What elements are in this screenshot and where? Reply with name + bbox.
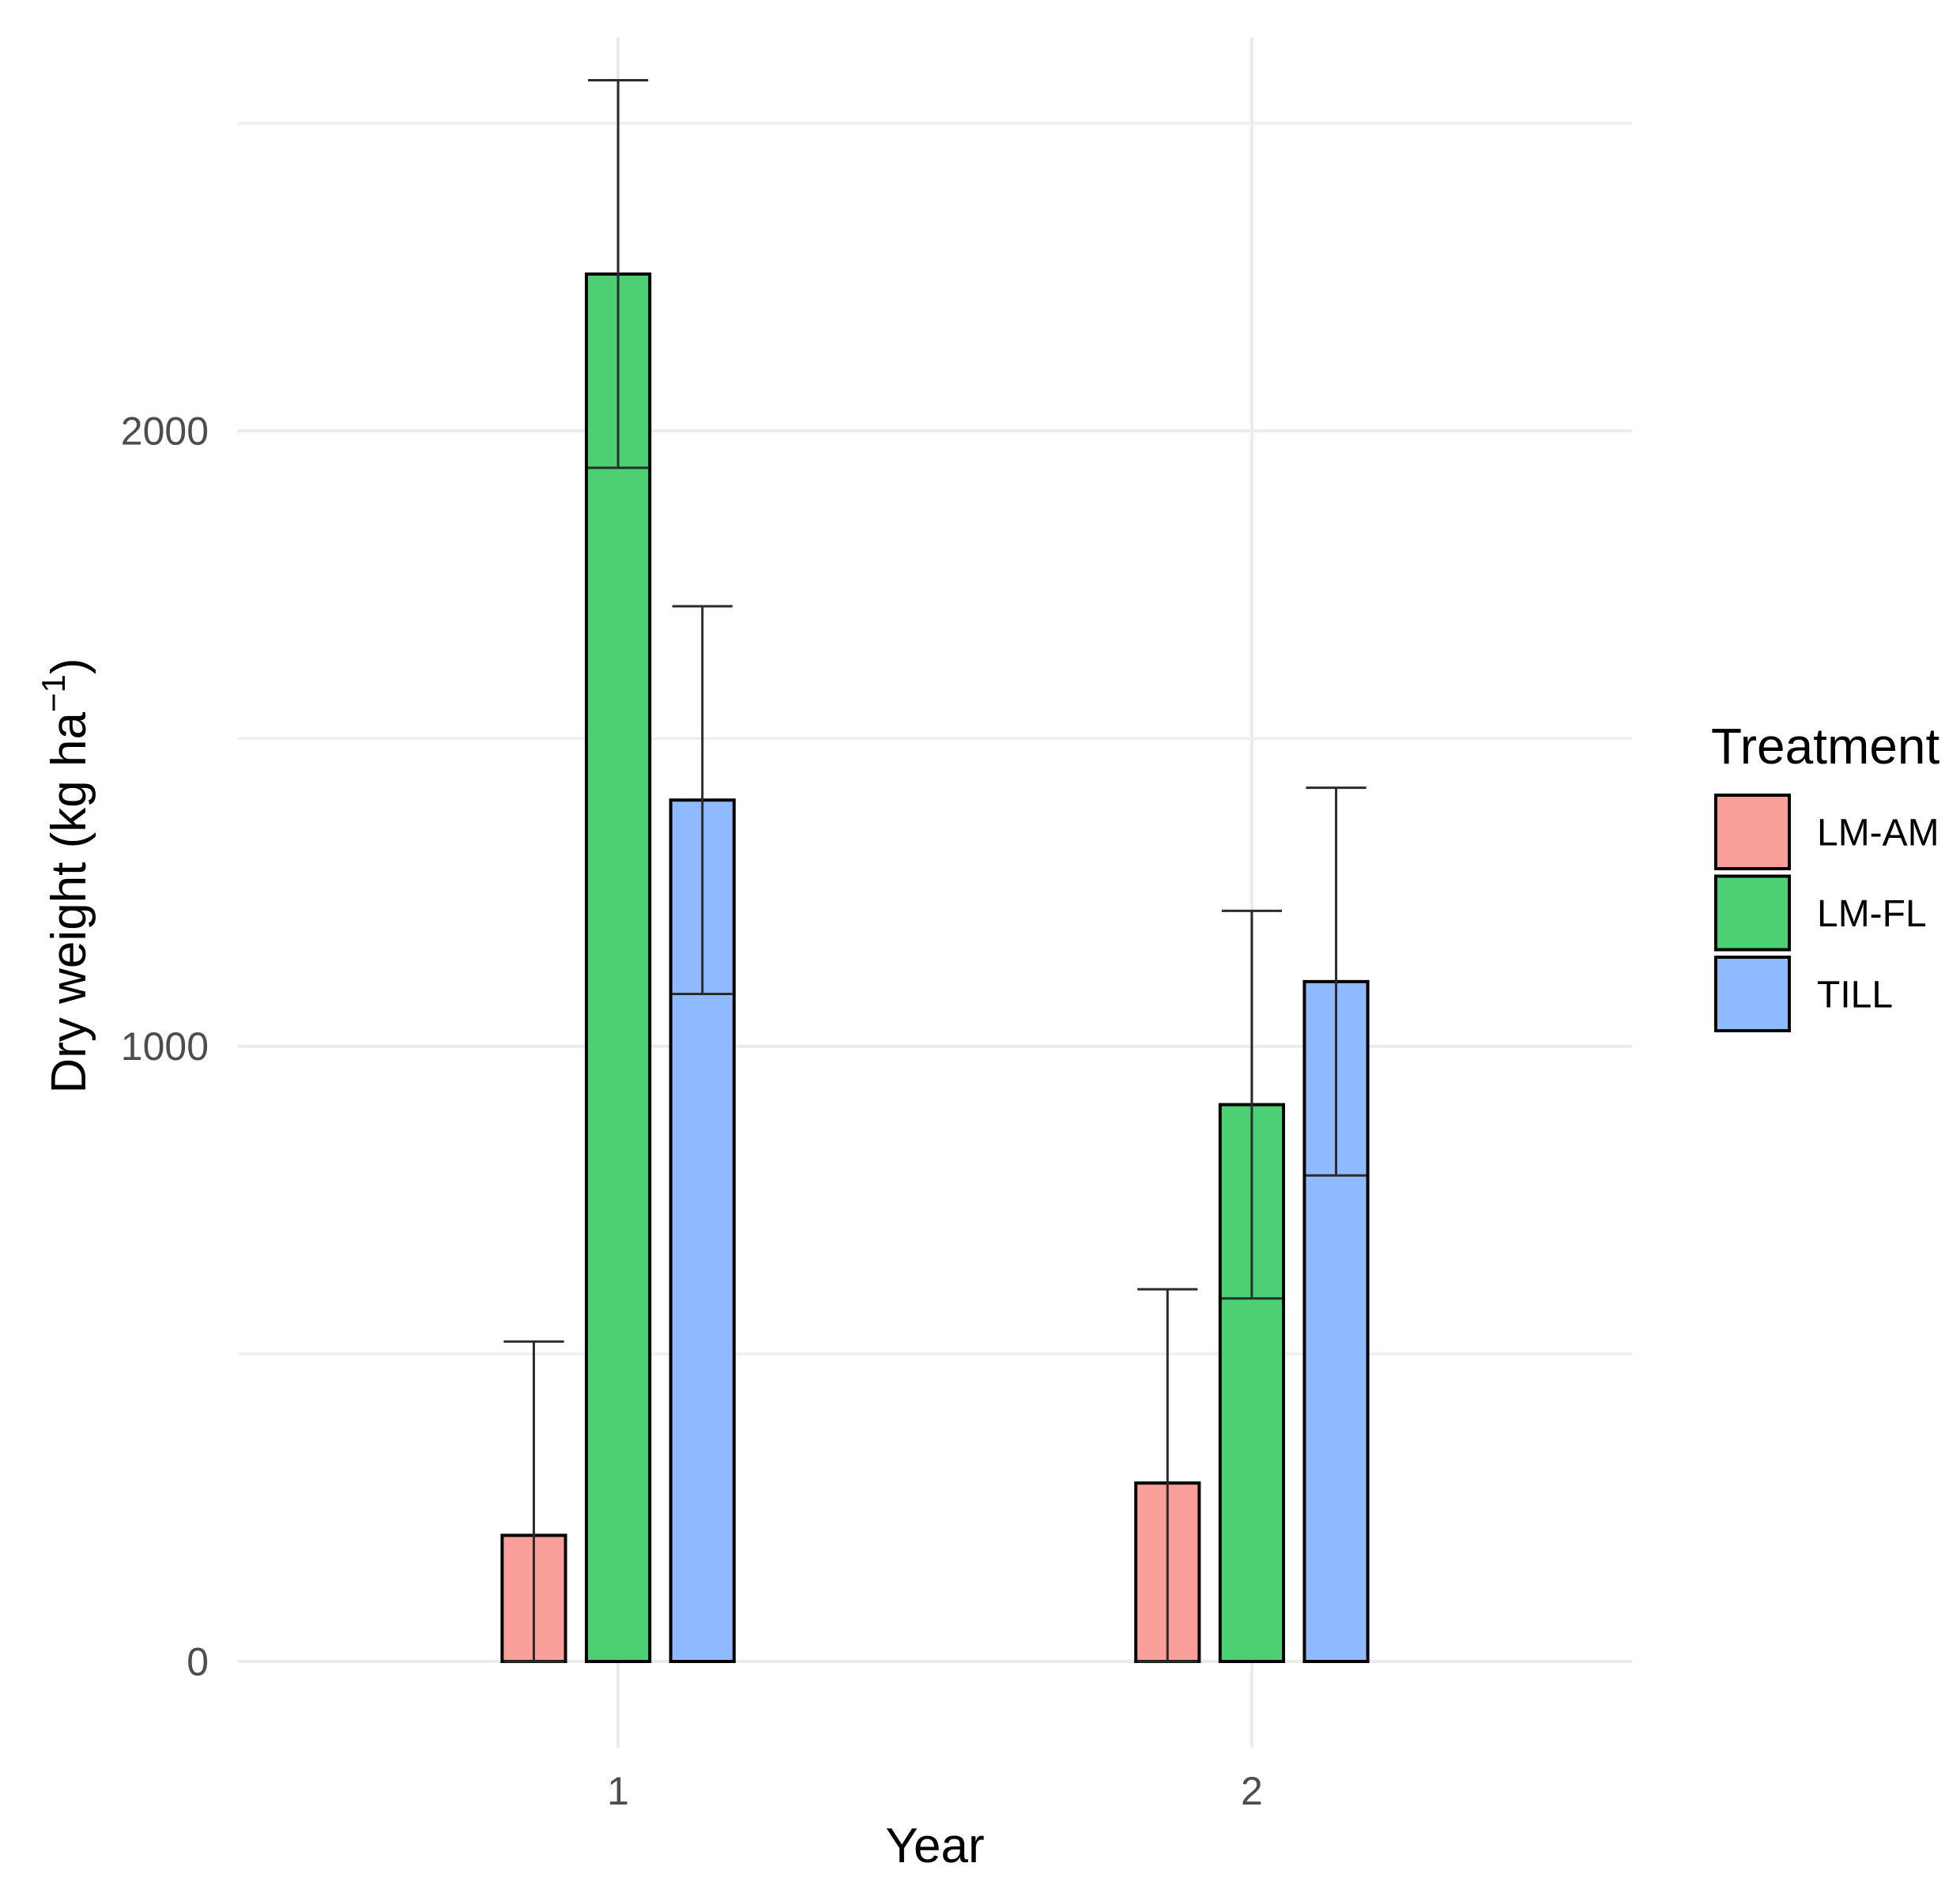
x-tick-label: 2 — [1241, 1769, 1263, 1813]
legend-key-lm-am — [1714, 794, 1791, 870]
error-bar-year-1-lm-fl — [588, 78, 649, 470]
legend-item-lm-fl: LM-FL — [1714, 874, 1927, 952]
legend-label-till: TILL — [1817, 974, 1893, 1016]
error-bars — [503, 78, 1366, 1663]
bar-year-1-lm-fl — [585, 272, 652, 1664]
y-axis-tick-labels: 0 1000 2000 — [121, 409, 209, 1684]
legend-key-till — [1714, 956, 1791, 1032]
error-bar-year-2-lm-am — [1137, 1288, 1198, 1663]
legend-label-lm-fl: LM-FL — [1817, 893, 1927, 935]
y-tick-label: 1000 — [121, 1024, 209, 1069]
y-axis-title-suffix: ) — [42, 658, 96, 675]
y-axis-title-superscript: −1 — [35, 674, 72, 712]
legend-key-lm-fl — [1714, 874, 1791, 952]
legend-item-till: TILL — [1714, 956, 1893, 1032]
x-axis-title: Year — [885, 1819, 984, 1873]
legend-label-lm-am: LM-AM — [1817, 812, 1939, 854]
legend-title: Treatment — [1711, 718, 1940, 775]
x-tick-label: 1 — [607, 1769, 629, 1813]
y-tick-label: 0 — [187, 1640, 209, 1684]
legend-items: LM-AM LM-FL TILL — [1714, 794, 1939, 1032]
y-tick-label: 2000 — [121, 409, 209, 454]
error-bar-year-2-till — [1306, 786, 1366, 1177]
y-axis-title-main: Dry weight (kg ha — [42, 712, 96, 1094]
error-bar-year-1-till — [672, 605, 733, 995]
error-bar-year-1-lm-am — [503, 1340, 564, 1663]
legend-item-lm-am: LM-AM — [1714, 794, 1939, 870]
y-axis-title: Dry weight (kg ha−1) — [35, 658, 96, 1094]
legend: Treatment LM-AM LM-FL TILL — [1711, 718, 1940, 1032]
error-bar-year-2-lm-fl — [1221, 909, 1282, 1300]
